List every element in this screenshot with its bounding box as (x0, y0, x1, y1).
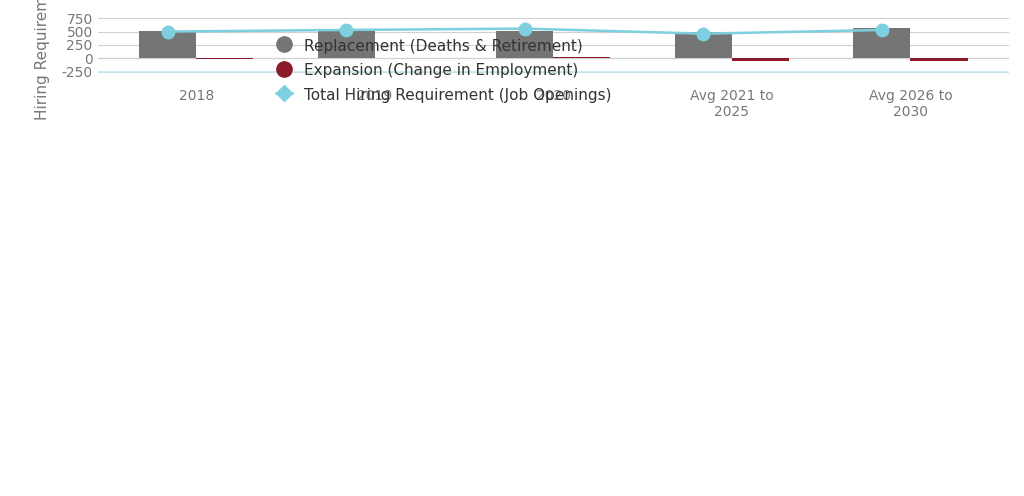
Bar (853, 28, 910, 58)
Bar (197, 58, 253, 60)
Legend: Replacement (Deaths & Retirement), Expansion (Change in Employment), Total Hirin: Replacement (Deaths & Retirement), Expan… (268, 30, 620, 110)
Bar (732, 58, 790, 61)
Bar (675, 32, 732, 58)
Y-axis label: Hiring Requirement: Hiring Requirement (36, 0, 50, 120)
Bar (910, 58, 968, 61)
Bar (497, 31, 553, 58)
Bar (553, 57, 610, 58)
Bar (317, 31, 375, 58)
Bar (139, 31, 197, 58)
